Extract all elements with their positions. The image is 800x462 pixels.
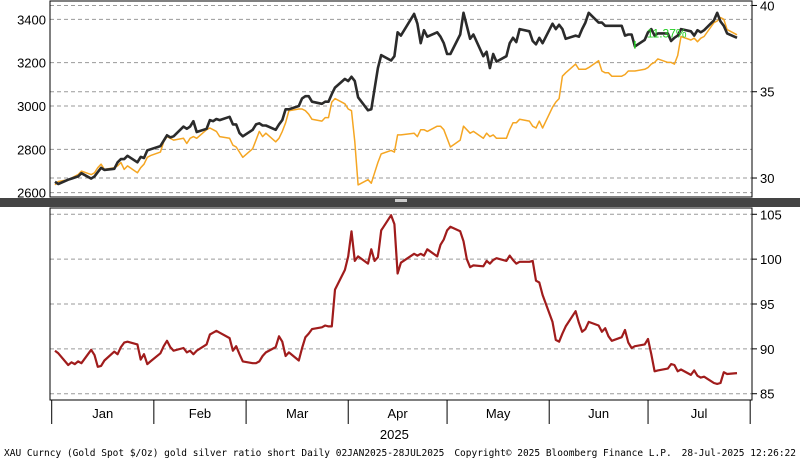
right-axis-tick-label: 35	[760, 85, 774, 100]
upper-panel-series: 11.37%	[54, 11, 738, 186]
annotation-label: 11.37%	[647, 26, 687, 40]
upper-panel-border	[49, 0, 753, 198]
panel-frame	[0, 0, 800, 401]
month-label: Apr	[388, 406, 409, 421]
left-axis-tick-label: 2600	[17, 186, 46, 201]
month-label: Feb	[189, 406, 211, 421]
left-axis-tick-label: 3400	[17, 12, 46, 27]
ratio-axis-tick-label: 90	[760, 342, 774, 357]
ratio-axis-tick-label: 105	[760, 207, 782, 222]
month-label: Jun	[588, 406, 609, 421]
footer-timestamp: 28-Jul-2025 12:26:22	[681, 447, 796, 459]
left-axis-tick-label: 2800	[17, 142, 46, 157]
right-axis-tick-label: 30	[760, 171, 774, 186]
month-label: Jul	[691, 406, 708, 421]
upper-panel-grid	[50, 4, 752, 194]
ratio-axis-tick-label: 100	[760, 252, 782, 267]
series-line-ratio	[54, 214, 738, 385]
ratio-axis-tick-label: 85	[760, 387, 774, 402]
month-label: May	[486, 406, 511, 421]
footer-description: XAU Curncy (Gold Spot $/Oz) gold silver …	[4, 447, 445, 459]
footer-copyright: Copyright© 2025 Bloomberg Finance L.P.	[454, 447, 672, 459]
axis-labels: 2600 2800 3000 3200 3400 30 35 40 85 90 95 100 105 Ja…	[17, 0, 782, 442]
right-axis-tick-label: 40	[760, 0, 774, 13]
lower-panel-grid	[50, 213, 752, 395]
series-line-dark	[54, 11, 738, 186]
left-axis-tick-label: 3200	[17, 56, 46, 71]
left-axis-tick-label: 3000	[17, 99, 46, 114]
year-label: 2025	[380, 427, 409, 442]
month-label: Mar	[286, 406, 309, 421]
chart-footer: XAU Curncy (Gold Spot $/Oz) gold silver …	[0, 444, 800, 462]
month-label: Jan	[92, 406, 113, 421]
ratio-axis-tick-label: 95	[760, 297, 774, 312]
separator-grip[interactable]	[395, 199, 407, 202]
panel-separator[interactable]	[0, 198, 800, 207]
lower-panel-series	[54, 214, 738, 385]
